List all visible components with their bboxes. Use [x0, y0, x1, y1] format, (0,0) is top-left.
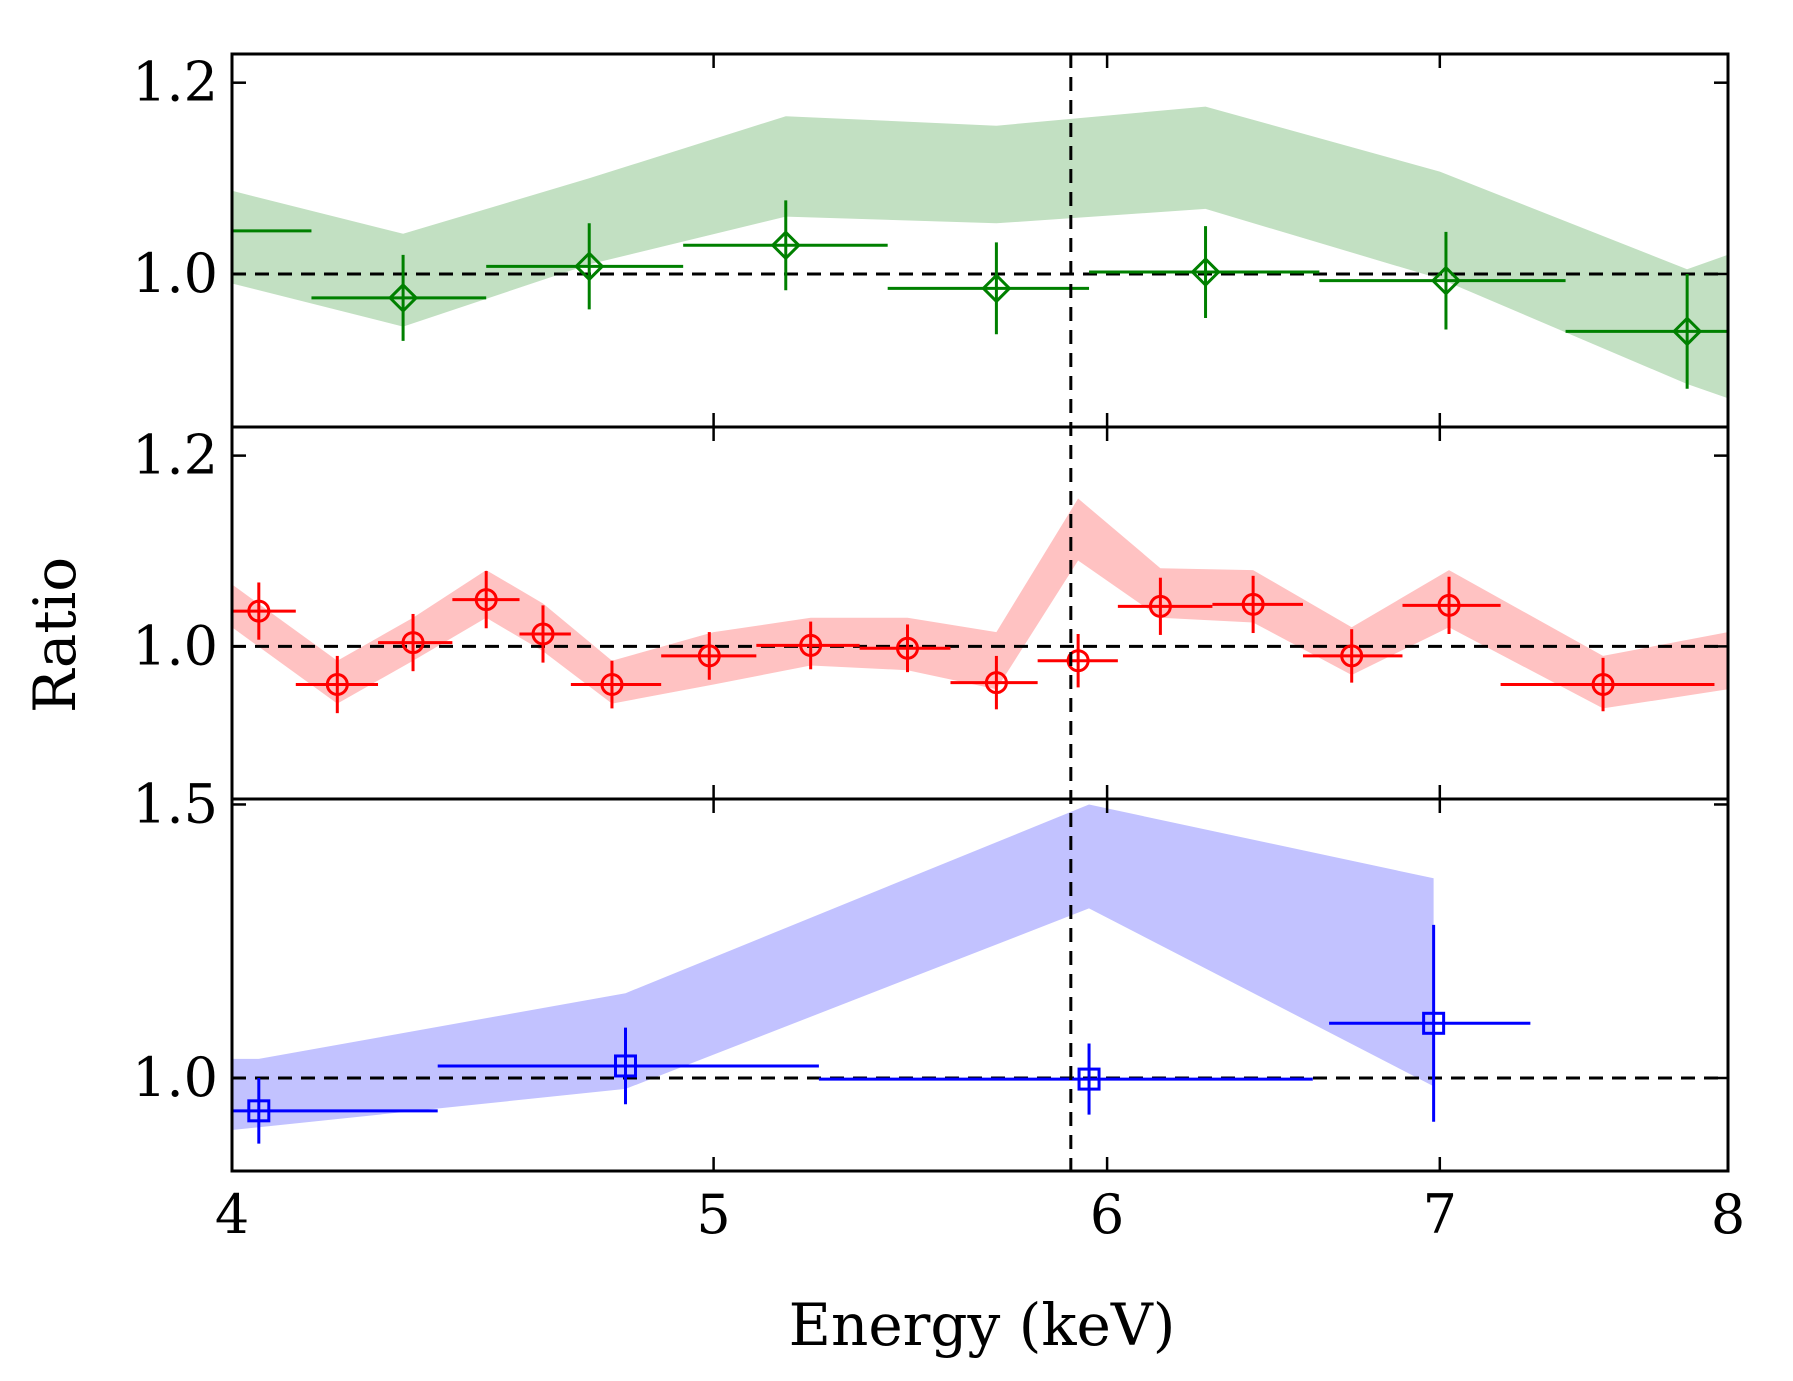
panel-3-plot [232, 804, 1728, 1144]
data-point [984, 671, 1008, 695]
data-point [1422, 1011, 1446, 1035]
x-axis-title: Energy (keV) [789, 1291, 1176, 1359]
data-point [574, 251, 605, 282]
data-point [697, 644, 721, 668]
data-point [1672, 316, 1703, 347]
x-tick-label: 6 [1090, 1183, 1124, 1246]
data-point [600, 673, 624, 697]
y-tick-label: 1.2 [132, 51, 218, 114]
x-tick-label: 4 [215, 1183, 249, 1246]
data-point [1591, 673, 1615, 697]
panel-1-plot [164, 106, 1728, 399]
data-point [474, 588, 498, 612]
y-tick-label: 1.2 [132, 424, 218, 487]
y-tick-label: 1.0 [132, 614, 218, 677]
data-point [1066, 649, 1090, 673]
data-point [1437, 593, 1461, 617]
y-tick-label: 1.5 [132, 772, 218, 835]
x-tick-label: 5 [696, 1183, 730, 1246]
data-point [401, 631, 425, 655]
x-tick-label: 7 [1423, 1183, 1457, 1246]
y-tick-label: 1.0 [132, 242, 218, 305]
data-point [1430, 265, 1462, 296]
model-band [232, 804, 1434, 1130]
y-axis-title: Ratio [21, 557, 89, 713]
data-point [164, 218, 190, 244]
y-tick-label: 1.0 [132, 1046, 218, 1109]
data-point [247, 1099, 271, 1123]
data-point [981, 273, 1012, 304]
data-point [1241, 592, 1265, 616]
x-tick-label: 8 [1711, 1183, 1745, 1246]
model-band [232, 106, 1728, 399]
data-point [1340, 644, 1364, 668]
plot-layer: 1.0 1.2 1.0 1.2 1.0 1.5 4 5 6 7 8 [132, 51, 1745, 1246]
data-point [1190, 256, 1221, 288]
data-point [1077, 1067, 1101, 1091]
data-point [770, 230, 801, 261]
panel-3-frame [230, 797, 1730, 1173]
model-band [232, 498, 1728, 709]
data-point [896, 636, 920, 660]
data-point [325, 673, 349, 697]
data-point [247, 599, 271, 623]
data-point [799, 633, 823, 657]
data-point [613, 1054, 637, 1078]
data-point [531, 622, 555, 646]
data-point [1148, 594, 1172, 618]
panel-2-plot [232, 498, 1728, 714]
data-point [387, 282, 419, 314]
